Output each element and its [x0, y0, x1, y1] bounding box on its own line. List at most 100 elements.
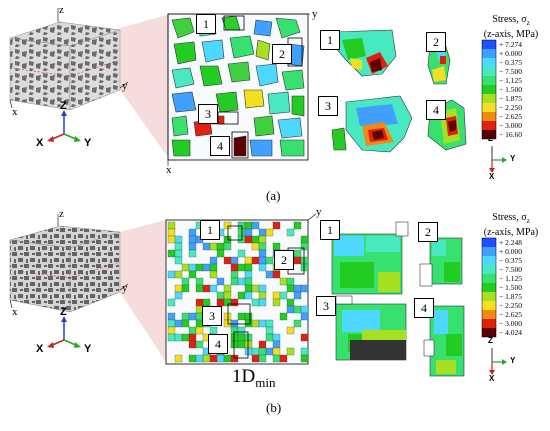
- grain-cell: [272, 291, 281, 300]
- zoom-fan-a: [120, 14, 170, 160]
- grain-cell: [230, 354, 239, 363]
- grain-cell: [300, 354, 309, 363]
- grain-cell: [258, 319, 267, 328]
- grain-cell: [279, 312, 288, 321]
- caption-a: (a): [266, 188, 281, 203]
- legend-a-tick-7: − 2.250: [499, 103, 522, 112]
- grain-cell: [188, 326, 197, 335]
- grain-cell: [265, 228, 274, 237]
- grain-cell: [188, 263, 197, 272]
- grain-cell: [279, 277, 288, 286]
- grain-cell: [223, 256, 232, 265]
- grain-cell: [188, 270, 197, 279]
- grain-cell: [174, 242, 183, 251]
- grain-cell: [258, 256, 267, 265]
- grain-cell: [244, 347, 253, 356]
- grain-cell: [251, 221, 260, 230]
- cube-b-axis-z: z: [59, 208, 64, 220]
- legend-b-swatch-9: [482, 319, 496, 328]
- grain-cell: [293, 221, 302, 230]
- grain-cell: [244, 340, 253, 349]
- grain-cell: [174, 319, 183, 328]
- grain-cell: [272, 270, 281, 279]
- legend-b-tick-2: − 0.375: [499, 256, 522, 265]
- legend-a-swatch-4: [482, 76, 496, 85]
- legend-b-title: Stress, σz (z-axis, MPa): [483, 212, 539, 238]
- grain-cell: [265, 256, 274, 265]
- grain-cell: [265, 270, 274, 279]
- legend-b-swatch-8: [482, 310, 496, 319]
- map-a-axis-x: x: [166, 164, 172, 176]
- grain-cell: [293, 319, 302, 328]
- grain-cell: [195, 263, 204, 272]
- grain-cell: [237, 263, 246, 272]
- grain-cell: [174, 256, 183, 265]
- legend-a-swatch-2: [482, 58, 496, 67]
- legend-a-tick-3: − 7.500: [499, 67, 522, 76]
- grain-cell: [188, 340, 197, 349]
- grain-cell: [181, 284, 190, 293]
- zoom-b-label-3: 3: [316, 296, 336, 316]
- size-label: 1Dmin: [232, 366, 276, 390]
- grain-cell: [174, 284, 183, 293]
- grain-cell: [216, 291, 225, 300]
- grain-cell: [188, 312, 197, 321]
- grain-cell: [244, 277, 253, 286]
- grain-cell: [251, 347, 260, 356]
- legend-b-tick-9: − 3.000: [499, 319, 522, 328]
- grain-cell: [286, 305, 295, 314]
- zoom-detail-a1: [333, 29, 397, 77]
- triad-a-z: Z: [60, 100, 67, 112]
- grain-cell: [251, 284, 260, 293]
- map-a-label-2: 2: [272, 44, 292, 64]
- grain-cell: [244, 270, 253, 279]
- zoom-a-label-4: 4: [426, 100, 446, 120]
- grain-cell: [244, 319, 253, 328]
- zoom-b-label-1: 1: [320, 220, 340, 240]
- legend-a-tick-5: − 1.500: [499, 85, 522, 94]
- legend-a-tick-10: − 16.60: [499, 130, 522, 139]
- legend-a-swatch-3: [482, 67, 496, 76]
- cube-a-axis-z: z: [59, 4, 64, 16]
- legend-a-swatch-5: [482, 85, 496, 94]
- legend-b-swatch-4: [482, 274, 496, 283]
- legend-a-tick-0: + 7.274: [499, 40, 522, 49]
- triad-b-y: Y: [84, 343, 92, 355]
- grain-cell: [195, 340, 204, 349]
- grain-cell: [209, 354, 218, 363]
- grain-cell: [300, 312, 309, 321]
- grain-cell: [286, 277, 295, 286]
- grain-cell: [237, 333, 246, 342]
- legend-b-swatch-1: [482, 247, 496, 256]
- grain-cell: [181, 277, 190, 286]
- grain-cell: [237, 235, 246, 244]
- grain-cell: [230, 277, 239, 286]
- grain-cell: [258, 242, 267, 251]
- grain-cell: [181, 312, 190, 321]
- grain-cell: [230, 326, 239, 335]
- grain-cell: [181, 333, 190, 342]
- grain-cell: [195, 284, 204, 293]
- grain-cell: [188, 242, 197, 251]
- grain-cell: [174, 333, 183, 342]
- legend-b-swatch-0: [482, 238, 496, 247]
- grain-cell: [300, 256, 309, 265]
- grain-cell: [188, 235, 197, 244]
- legend-a-outline: [481, 39, 497, 140]
- grain-cell: [181, 263, 190, 272]
- grain-cell: [237, 228, 246, 237]
- grain-cell: [244, 263, 253, 272]
- grain-cell: [237, 312, 246, 321]
- grain-cell: [258, 340, 267, 349]
- triad-a-x: X: [36, 137, 44, 149]
- grain-cell: [251, 319, 260, 328]
- grain-cell: [216, 242, 225, 251]
- grain-cell: [244, 228, 253, 237]
- grain-cell: [251, 242, 260, 251]
- grain-cell: [258, 235, 267, 244]
- zoom-b-label-4: 4: [414, 298, 434, 318]
- grain-cell: [209, 270, 218, 279]
- legend-triad-b: [489, 348, 507, 375]
- grain-cell: [209, 256, 218, 265]
- grain-cell: [286, 347, 295, 356]
